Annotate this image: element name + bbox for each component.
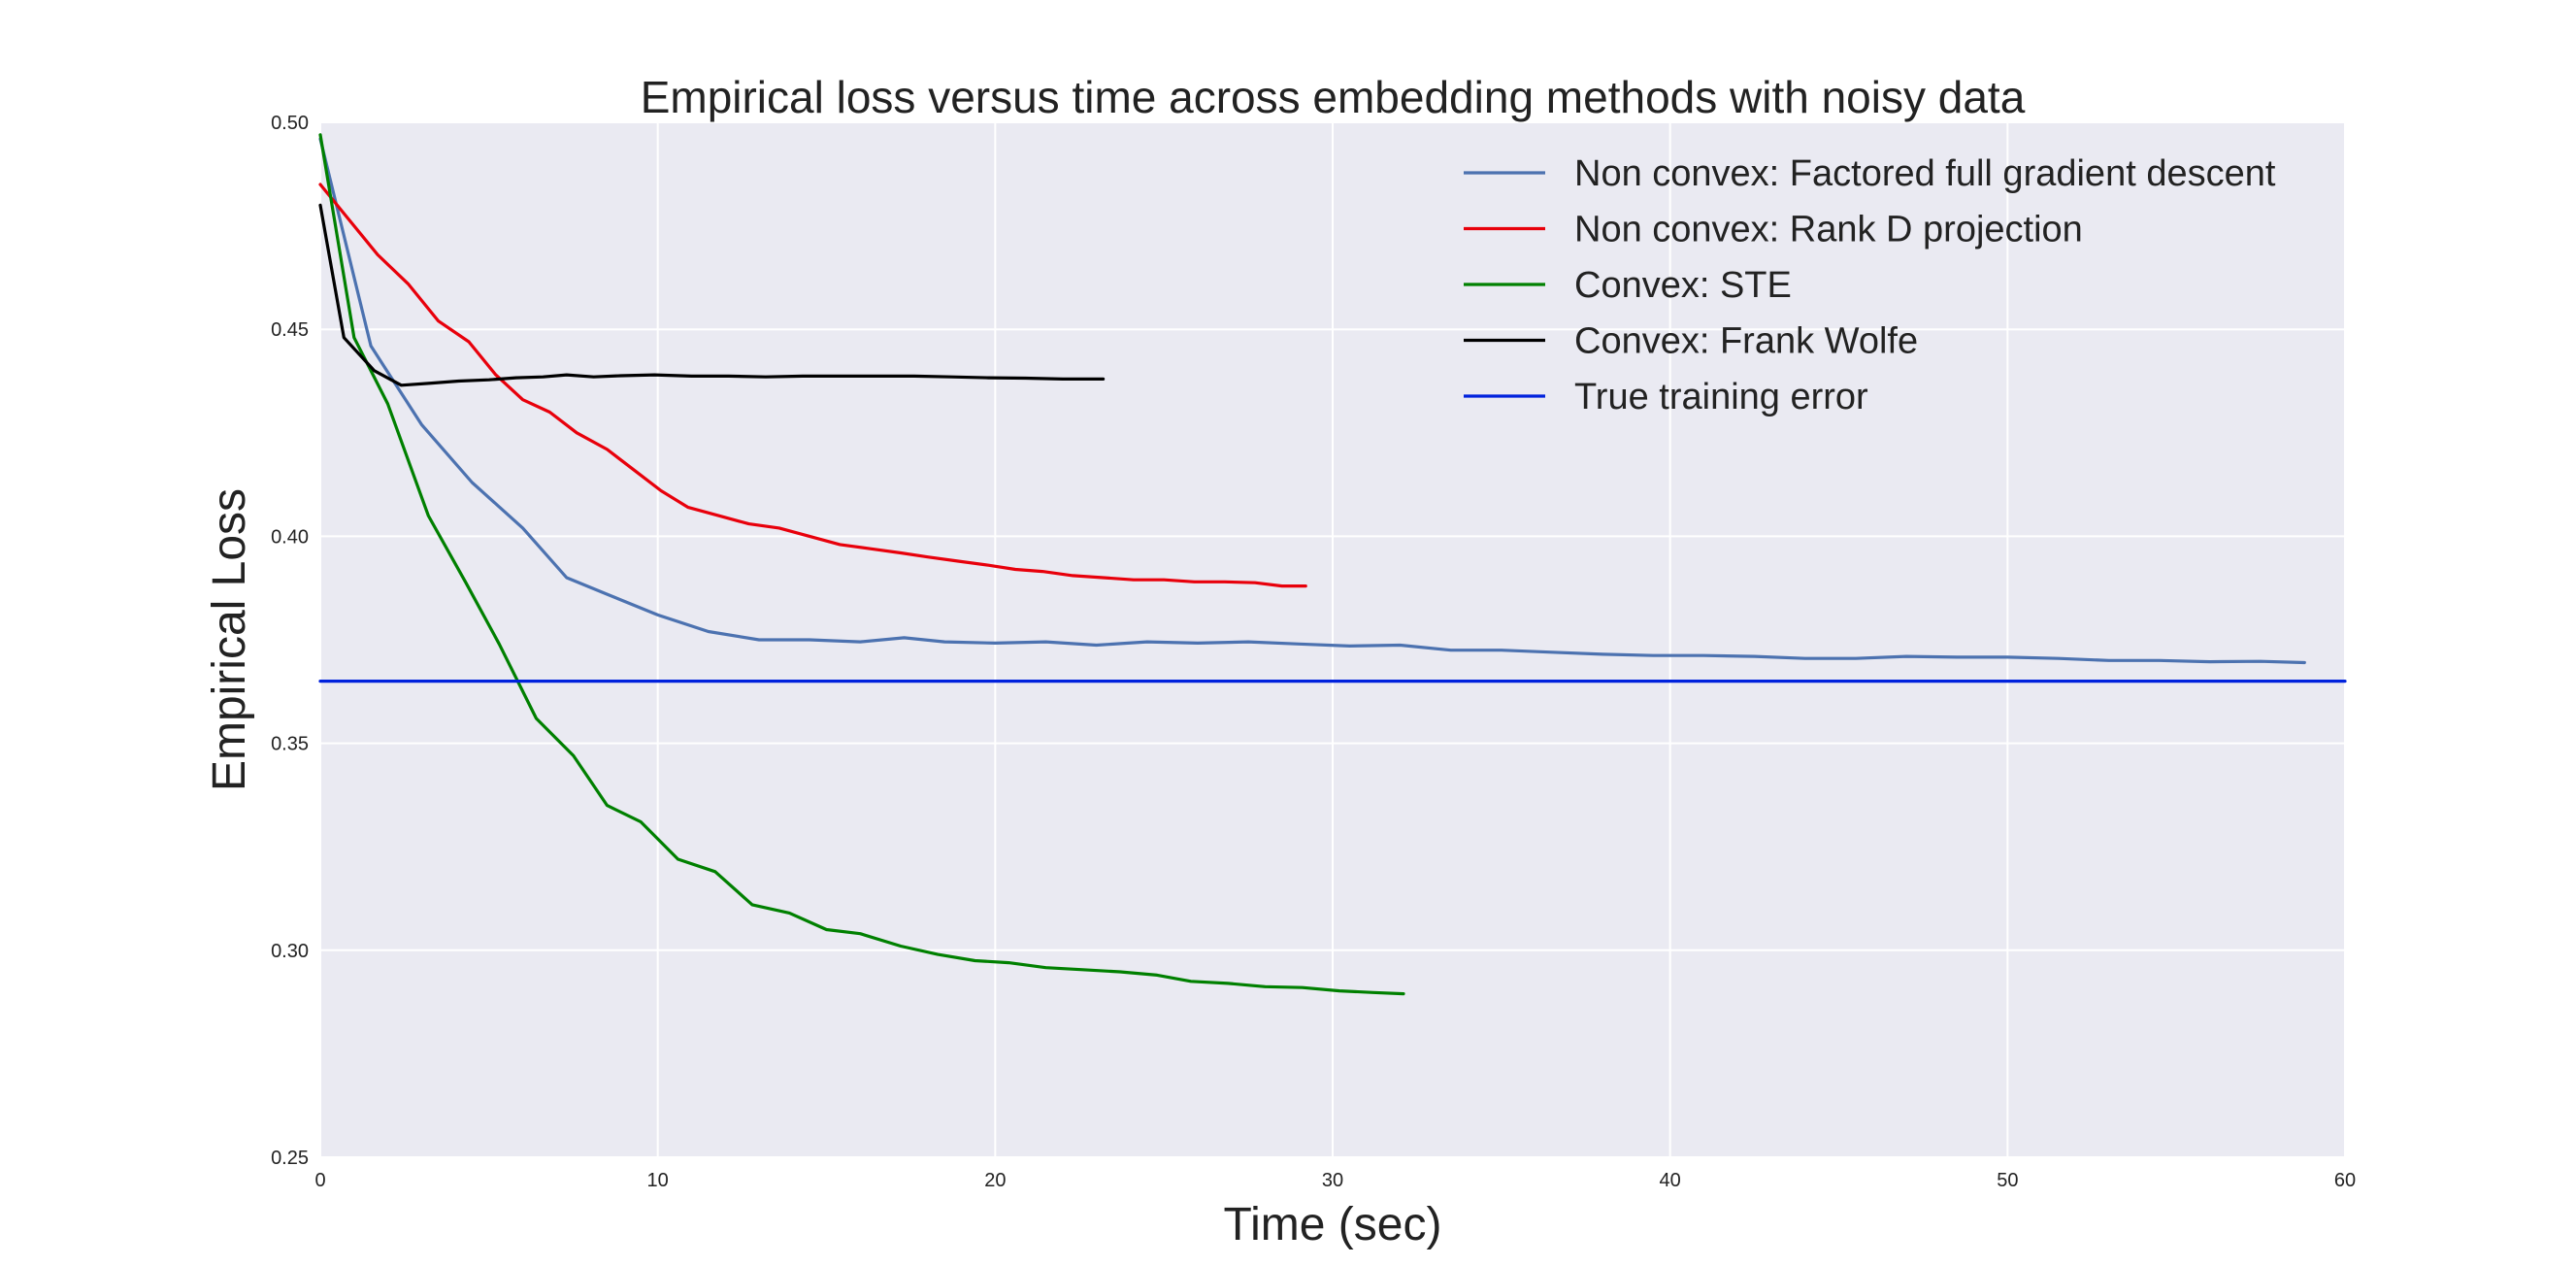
legend: Non convex: Factored full gradient desce… — [1464, 153, 2276, 417]
x-tick-label: 20 — [984, 1170, 1006, 1191]
series-line-1 — [318, 137, 2306, 665]
y-tick-label: 0.45 — [271, 319, 309, 341]
y-axis-ticks: 0.25 0.30 0.35 0.40 0.45 0.50 — [271, 113, 309, 1169]
x-tick-label: 10 — [647, 1170, 669, 1191]
x-tick-label: 30 — [1322, 1170, 1343, 1191]
series-line-3 — [318, 133, 1405, 996]
series-line-4 — [318, 203, 1106, 387]
grid — [319, 121, 2346, 1158]
legend-label: Convex: Frank Wolfe — [1574, 321, 1918, 362]
series-line-2 — [318, 183, 1307, 588]
x-tick-label: 40 — [1660, 1170, 1681, 1191]
chart-title: Empirical loss versus time across embedd… — [641, 72, 2026, 122]
x-axis-ticks: 0 10 20 30 40 50 60 — [314, 1170, 2356, 1191]
y-tick-label: 0.40 — [271, 526, 309, 548]
y-tick-label: 0.30 — [271, 941, 309, 962]
series-lines — [318, 133, 2347, 996]
x-tick-label: 0 — [314, 1170, 325, 1191]
x-tick-label: 50 — [1997, 1170, 2018, 1191]
legend-label: True training error — [1574, 377, 1868, 417]
y-axis-title: Empirical Loss — [204, 488, 255, 791]
y-tick-label: 0.35 — [271, 734, 309, 755]
y-tick-label: 0.25 — [271, 1148, 309, 1169]
y-tick-label: 0.50 — [271, 113, 309, 134]
legend-label: Convex: STE — [1574, 265, 1792, 306]
x-tick-label: 60 — [2334, 1170, 2356, 1191]
legend-label: Non convex: Rank D projection — [1574, 210, 2083, 250]
x-axis-title: Time (sec) — [1224, 1199, 1442, 1250]
legend-label: Non convex: Factored full gradient desce… — [1574, 153, 2276, 194]
